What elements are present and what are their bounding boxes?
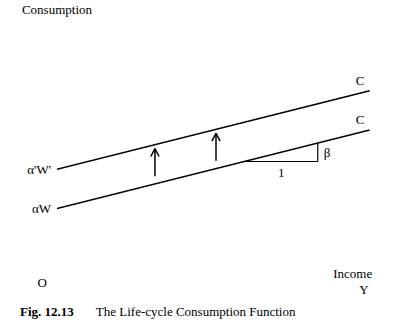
svg-text:αW: αW: [32, 201, 52, 216]
svg-text:Income: Income: [333, 266, 372, 281]
svg-text:β: β: [324, 145, 331, 160]
svg-text:1: 1: [278, 165, 285, 180]
svg-text:C: C: [356, 112, 365, 127]
svg-text:Y: Y: [359, 282, 369, 297]
svg-text:C: C: [356, 73, 365, 88]
svg-text:α'W': α'W': [27, 162, 51, 177]
svg-text:O: O: [38, 275, 47, 290]
html-text:Fig. 12.13: Fig. 12.13: [20, 304, 74, 319]
svg-text:Consumption: Consumption: [22, 2, 93, 17]
html-text:The Life-cycle Consumption Fun: The Life-cycle Consumption Function: [95, 304, 296, 319]
